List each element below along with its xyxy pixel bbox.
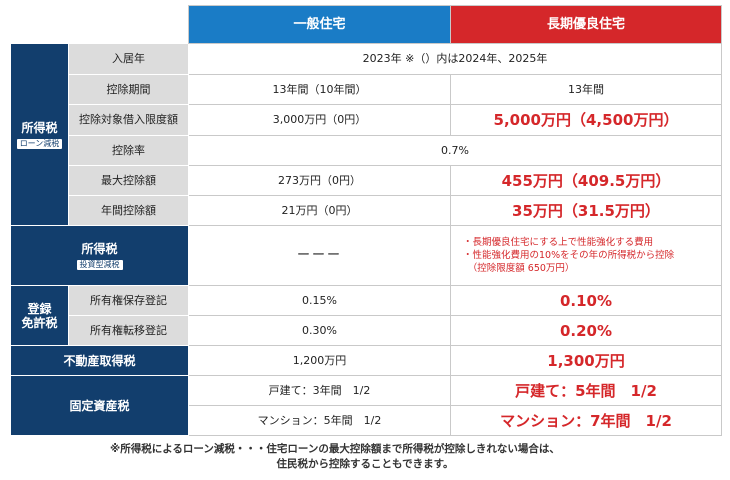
acquisition-tax-long-term: 1,300万円 — [450, 345, 722, 376]
transfer-general: 0.30% — [188, 315, 451, 346]
header-blank — [10, 5, 189, 44]
property-tax-mansion-long-term: マンション：7年間 1/2 — [450, 405, 722, 436]
investment-reduction-badge: 投資型減税 — [76, 259, 123, 270]
loan-limit-general: 3,000万円（0円） — [188, 104, 451, 136]
registration-tax-title-2: 免許税 — [21, 315, 58, 330]
preservation-long-term: 0.10% — [450, 285, 722, 316]
investment-general: ーーー — [188, 225, 451, 286]
move-in-year-value: 2023年 ※（）内は2024年、2025年 — [188, 43, 722, 75]
investment-bullet: （控除限度額 650万円） — [463, 263, 575, 274]
annual-deduction-label: 年間控除額 — [68, 195, 189, 226]
footnote-line-2: 住民税から控除することもできます。 — [276, 458, 454, 470]
tax-comparison-table: 一般住宅 長期優良住宅 所得税 ローン減税 入居年 2023年 ※（）内は202… — [10, 5, 722, 436]
investment-tax-group: 所得税 投資型減税 — [10, 225, 189, 286]
deduction-period-general: 13年間（10年間） — [188, 74, 451, 105]
investment-long-term: ・長期優良住宅にする上で性能強化する費用 ・性能強化費用の10%をその年の所得税… — [450, 225, 722, 286]
annual-deduction-long-term: 35万円（31.5万円） — [450, 195, 722, 226]
income-tax-title: 所得税 — [21, 120, 58, 135]
move-in-year-label: 入居年 — [68, 43, 189, 75]
loan-limit-long-term: 5,000万円（4,500万円） — [450, 104, 722, 136]
acquisition-tax-title: 不動産取得税 — [10, 345, 189, 376]
max-deduction-long-term: 455万円（409.5万円） — [450, 165, 722, 196]
header-long-term-housing: 長期優良住宅 — [450, 5, 722, 44]
deduction-period-label: 控除期間 — [68, 74, 189, 105]
investment-bullet: ・長期優良住宅にする上で性能強化する費用 — [463, 237, 654, 248]
preservation-label: 所有権保存登記 — [68, 285, 189, 316]
transfer-label: 所有権転移登記 — [68, 315, 189, 346]
acquisition-tax-general: 1,200万円 — [188, 345, 451, 376]
annual-deduction-general: 21万円（0円） — [188, 195, 451, 226]
deduction-rate-value: 0.7% — [188, 135, 722, 166]
deduction-rate-label: 控除率 — [68, 135, 189, 166]
preservation-general: 0.15% — [188, 285, 451, 316]
loan-limit-label: 控除対象借入限度額 — [68, 104, 189, 136]
max-deduction-label: 最大控除額 — [68, 165, 189, 196]
deduction-period-long-term: 13年間 — [450, 74, 722, 105]
footnote-line-1: ※所得税によるローン減税・・・住宅ローンの最大控除額まで所得税が控除しきれない場… — [110, 443, 560, 455]
registration-tax-group: 登録 免許税 — [10, 285, 69, 346]
property-tax-house-general: 戸建て：3年間 1/2 — [188, 375, 451, 406]
investment-tax-title: 所得税 — [81, 241, 118, 256]
transfer-long-term: 0.20% — [450, 315, 722, 346]
property-tax-house-long-term: 戸建て：5年間 1/2 — [450, 375, 722, 406]
loan-reduction-badge: ローン減税 — [16, 138, 63, 149]
max-deduction-general: 273万円（0円） — [188, 165, 451, 196]
registration-tax-title-1: 登録 — [27, 301, 52, 316]
property-tax-title: 固定資産税 — [10, 375, 189, 436]
property-tax-mansion-general: マンション：5年間 1/2 — [188, 405, 451, 436]
investment-bullet: ・性能強化費用の10%をその年の所得税から控除 — [463, 250, 675, 261]
header-general-housing: 一般住宅 — [188, 5, 451, 44]
income-tax-loan-group: 所得税 ローン減税 — [10, 43, 69, 226]
